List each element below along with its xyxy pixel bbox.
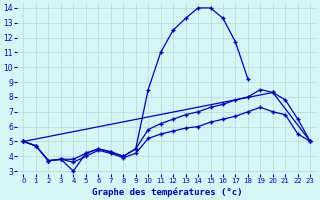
X-axis label: Graphe des températures (°c): Graphe des températures (°c) bbox=[92, 187, 242, 197]
